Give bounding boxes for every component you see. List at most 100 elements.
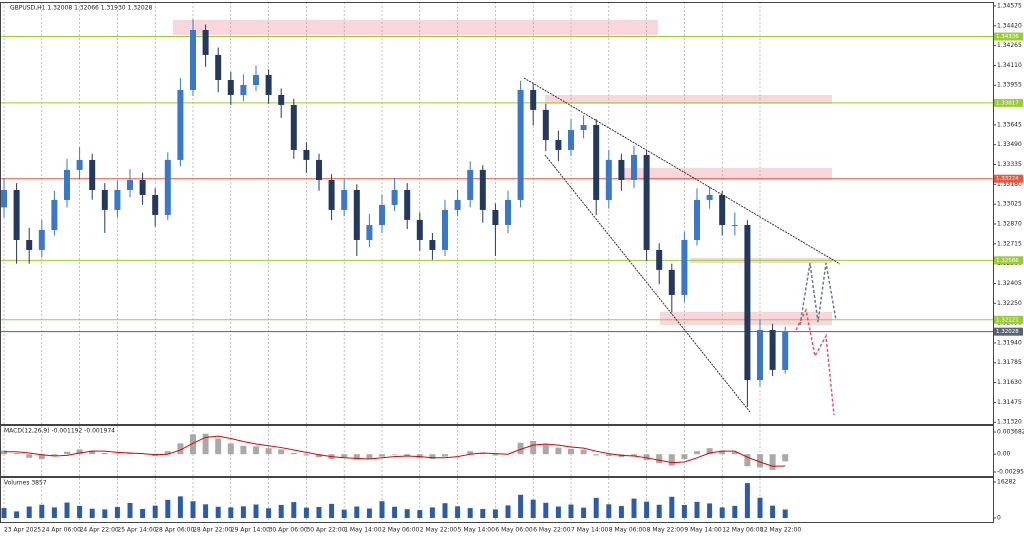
volume-bar <box>656 504 662 519</box>
volume-bar <box>404 509 410 519</box>
y-tick-label: 1.32715 <box>997 240 1022 247</box>
volume-bar <box>442 503 448 519</box>
candle-body <box>391 189 398 205</box>
candle-body <box>114 189 121 210</box>
x-tick-label: 8 May 22:00 <box>647 527 685 534</box>
plot <box>1 19 789 519</box>
macd-bar <box>290 452 297 455</box>
y-tick-label: 1.31785 <box>997 359 1022 366</box>
macd-bar <box>580 449 587 455</box>
macd-bar <box>656 454 663 464</box>
y-tick-label: 1.34420 <box>997 22 1022 29</box>
x-tick-label: 12 May 22:00 <box>760 527 801 534</box>
x-tick-label: 29 Apr 14:00 <box>231 527 270 534</box>
candle-body <box>303 149 310 160</box>
volume-bar <box>190 501 196 519</box>
candle-body <box>492 209 499 226</box>
candle-body <box>152 194 159 215</box>
volume-bar <box>39 504 45 519</box>
volume-bar <box>291 502 297 519</box>
candle-body <box>139 180 146 195</box>
y-tick-label: -0.002953 <box>997 468 1024 475</box>
candle-body <box>618 159 625 181</box>
x-tick-label: 6 May 22:00 <box>533 527 571 534</box>
macd-bar <box>26 454 33 458</box>
y-tick-label: 0.00 <box>997 451 1011 458</box>
zone <box>173 20 658 35</box>
macd-bar <box>631 454 637 456</box>
volume-bar <box>64 502 70 519</box>
candle-body <box>366 225 373 240</box>
candle-body <box>731 225 738 227</box>
y-tick-label: 0.003682 <box>997 429 1024 436</box>
volume-bar <box>744 483 750 519</box>
y-tick-label: 0 <box>997 515 1001 522</box>
candle-body <box>38 230 45 250</box>
y-tick-label: 1.32405 <box>997 280 1022 287</box>
signal-line <box>4 435 786 467</box>
candle-body <box>568 130 574 150</box>
candle-body <box>290 104 297 150</box>
macd-bar <box>391 454 398 455</box>
candle-body <box>643 154 650 250</box>
candle-body <box>757 330 763 381</box>
macd-bar <box>253 446 259 455</box>
panel-title: MACD(12,26,9) -0.001192 -0.001974 <box>4 428 115 435</box>
candle-body <box>530 89 537 110</box>
x-tick-label: 28 Apr 22:00 <box>193 527 232 534</box>
candle-body <box>379 204 385 226</box>
volume-bar <box>253 504 259 519</box>
volume-bar <box>480 508 486 519</box>
macd-bar <box>769 454 776 470</box>
macd-bar <box>51 454 58 456</box>
macd-bar <box>366 454 373 460</box>
macd-bar <box>76 449 83 455</box>
trend-line <box>544 154 751 413</box>
volume-bar <box>77 505 83 519</box>
x-tick-label: 30 Apr 06:00 <box>269 527 308 534</box>
volume-bar <box>329 503 335 519</box>
candle-body <box>227 80 234 95</box>
level-label: 1.32028 <box>996 329 1019 335</box>
volume-bar <box>606 504 612 519</box>
macd-bar <box>416 454 423 458</box>
y-tick-label: 1.33490 <box>997 141 1022 148</box>
candle-body <box>442 209 448 250</box>
candle-body <box>631 154 637 181</box>
macd-bar <box>719 450 726 455</box>
candle-body <box>782 331 789 370</box>
candle-body <box>542 109 549 140</box>
candle-body <box>706 194 713 200</box>
candle-body <box>694 199 700 240</box>
level-label-box <box>994 315 1023 324</box>
candle-body <box>744 225 751 381</box>
candle-body <box>1 189 7 208</box>
level-label: 1.34336 <box>996 34 1019 40</box>
candle-body <box>13 189 20 240</box>
y-tick-label: 1.32250 <box>997 300 1022 307</box>
macd-bar <box>479 452 486 455</box>
candle-body <box>177 89 184 160</box>
x-tick-label: 24 Apr 06:00 <box>42 527 81 534</box>
candle-body <box>593 125 600 200</box>
macd-bar <box>757 454 763 468</box>
candle-body <box>328 180 335 210</box>
x-tick-label: 7 May 14:00 <box>571 527 609 534</box>
y-tick-label: 1.31475 <box>997 399 1022 406</box>
candle-body <box>51 199 58 231</box>
y-tick-label: 1.31320 <box>997 419 1022 426</box>
projection-path <box>799 262 837 326</box>
volume-bar <box>417 510 423 519</box>
x-tick-label: 2 May 06:00 <box>382 527 420 534</box>
level-label-box <box>994 256 1023 265</box>
macd-bar <box>13 452 20 455</box>
volume-bar <box>228 507 234 519</box>
macd-bar <box>404 454 411 456</box>
volume-bar <box>518 494 524 519</box>
x-tick-label: 5 May 14:00 <box>458 527 496 534</box>
y-tick-label: 1.34575 <box>997 2 1022 9</box>
candle-body <box>404 189 411 220</box>
level-label: 1.33224 <box>996 176 1019 182</box>
volume-bar <box>278 504 284 519</box>
candle-body <box>416 219 423 240</box>
